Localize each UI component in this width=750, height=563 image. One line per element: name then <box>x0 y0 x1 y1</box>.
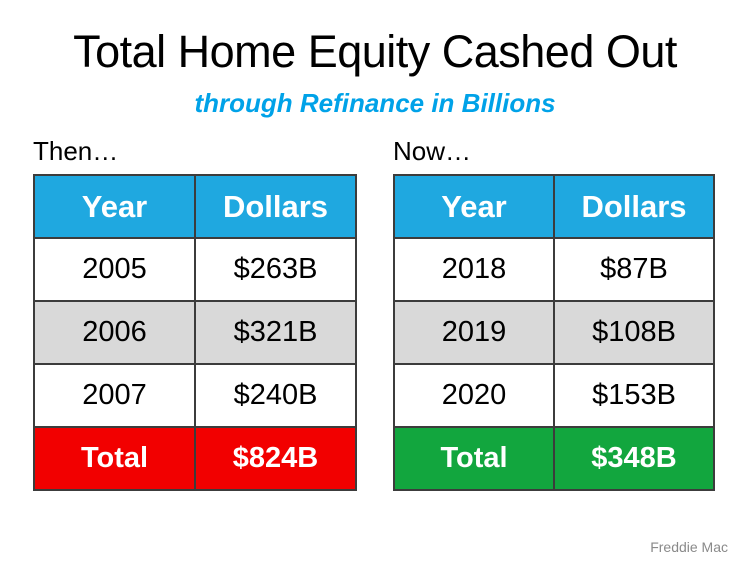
table-total-row: Total $348B <box>393 426 715 491</box>
table-cell: 2006 <box>33 300 196 365</box>
table-header-row: Year Dollars <box>33 174 357 239</box>
table-header-cell: Dollars <box>194 174 357 239</box>
then-table: Year Dollars 2005 $263B 2006 $321B 2007 $240B To… <box>33 174 357 491</box>
table-total-row: Total $824B <box>33 426 357 491</box>
table-cell: 2020 <box>393 363 555 428</box>
table-cell: 2005 <box>33 237 196 302</box>
table-header-cell: Year <box>33 174 196 239</box>
table-cell: 2007 <box>33 363 196 428</box>
now-section: Now… Year Dollars 2018 $87B 2019 $108B 2020 $15… <box>393 136 715 491</box>
source-attribution: Freddie Mac <box>650 539 728 555</box>
slide-title: Total Home Equity Cashed Out <box>73 26 677 77</box>
now-label: Now… <box>393 136 472 166</box>
table-row: 2018 $87B <box>393 237 715 302</box>
table-header-cell: Year <box>393 174 555 239</box>
table-cell: $263B <box>194 237 357 302</box>
table-total-cell: $824B <box>194 426 357 491</box>
then-label: Then… <box>33 136 119 166</box>
table-cell: 2019 <box>393 300 555 365</box>
table-header-row: Year Dollars <box>393 174 715 239</box>
table-header-cell: Dollars <box>553 174 715 239</box>
table-cell: $87B <box>553 237 715 302</box>
table-row: 2019 $108B <box>393 300 715 365</box>
table-cell: $108B <box>553 300 715 365</box>
table-cell: 2018 <box>393 237 555 302</box>
table-cell: $321B <box>194 300 357 365</box>
table-row: 2005 $263B <box>33 237 357 302</box>
table-cell: $153B <box>553 363 715 428</box>
slide-subtitle: through Refinance in Billions <box>194 88 556 118</box>
table-total-cell: $348B <box>553 426 715 491</box>
now-table: Year Dollars 2018 $87B 2019 $108B 2020 $153B Tot… <box>393 174 715 491</box>
table-row: 2020 $153B <box>393 363 715 428</box>
table-cell: $240B <box>194 363 357 428</box>
table-total-cell: Total <box>393 426 555 491</box>
table-row: 2007 $240B <box>33 363 357 428</box>
then-section: Then… Year Dollars 2005 $263B 2006 $321B 2007 $… <box>33 136 357 491</box>
table-total-cell: Total <box>33 426 196 491</box>
table-row: 2006 $321B <box>33 300 357 365</box>
